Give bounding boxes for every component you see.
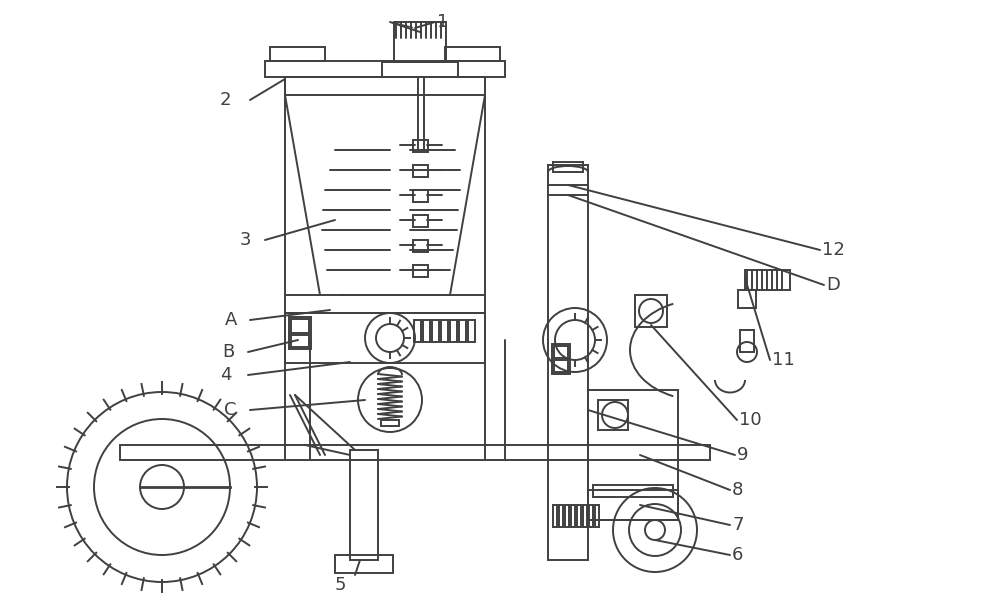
Bar xyxy=(381,420,399,426)
Text: 8: 8 xyxy=(732,481,743,499)
Text: A: A xyxy=(225,311,237,329)
Text: 11: 11 xyxy=(772,351,795,369)
Text: 9: 9 xyxy=(737,446,748,464)
Bar xyxy=(740,330,754,352)
Bar xyxy=(423,320,430,342)
Bar xyxy=(577,505,581,527)
Bar xyxy=(413,215,428,227)
Bar xyxy=(394,22,446,62)
Text: 2: 2 xyxy=(220,91,232,109)
Bar xyxy=(289,317,311,349)
Bar xyxy=(589,505,593,527)
Text: 10: 10 xyxy=(739,411,762,429)
Bar xyxy=(635,295,667,327)
Bar xyxy=(382,62,458,77)
Bar xyxy=(552,344,570,374)
Bar xyxy=(588,390,678,520)
Bar xyxy=(554,346,568,358)
Bar xyxy=(450,320,457,342)
Bar xyxy=(553,162,583,172)
Bar xyxy=(593,485,673,497)
Bar xyxy=(285,313,485,363)
Bar xyxy=(598,400,628,430)
Text: 4: 4 xyxy=(220,366,232,384)
Bar xyxy=(291,319,309,333)
Text: 5: 5 xyxy=(334,576,346,594)
Text: 1: 1 xyxy=(437,13,448,31)
Bar xyxy=(548,165,588,560)
Bar xyxy=(553,505,557,527)
Bar xyxy=(745,270,790,290)
Bar xyxy=(559,505,563,527)
Bar xyxy=(270,47,325,61)
Text: 3: 3 xyxy=(240,231,252,249)
Text: 7: 7 xyxy=(732,516,744,534)
Bar xyxy=(583,505,587,527)
Text: B: B xyxy=(222,343,234,361)
Text: 12: 12 xyxy=(822,241,845,259)
Bar xyxy=(265,61,505,77)
Bar xyxy=(459,320,466,342)
Bar xyxy=(565,505,569,527)
Bar xyxy=(571,505,575,527)
Text: D: D xyxy=(826,276,840,294)
Text: 6: 6 xyxy=(732,546,743,564)
Text: C: C xyxy=(224,401,237,419)
Bar xyxy=(285,77,485,95)
Bar xyxy=(738,290,756,308)
Bar xyxy=(413,165,428,177)
Bar xyxy=(413,240,428,252)
Bar xyxy=(595,505,599,527)
Bar xyxy=(468,320,475,342)
Bar xyxy=(335,555,393,573)
Bar xyxy=(413,190,428,202)
Bar xyxy=(414,320,421,342)
Bar xyxy=(588,490,678,520)
Bar xyxy=(291,335,309,347)
Bar xyxy=(432,320,439,342)
Bar xyxy=(285,295,485,313)
Bar xyxy=(413,140,428,152)
Bar xyxy=(554,360,568,372)
Bar xyxy=(413,265,428,277)
Bar xyxy=(120,445,710,460)
Bar xyxy=(441,320,448,342)
Bar xyxy=(350,450,378,560)
Bar xyxy=(445,47,500,61)
